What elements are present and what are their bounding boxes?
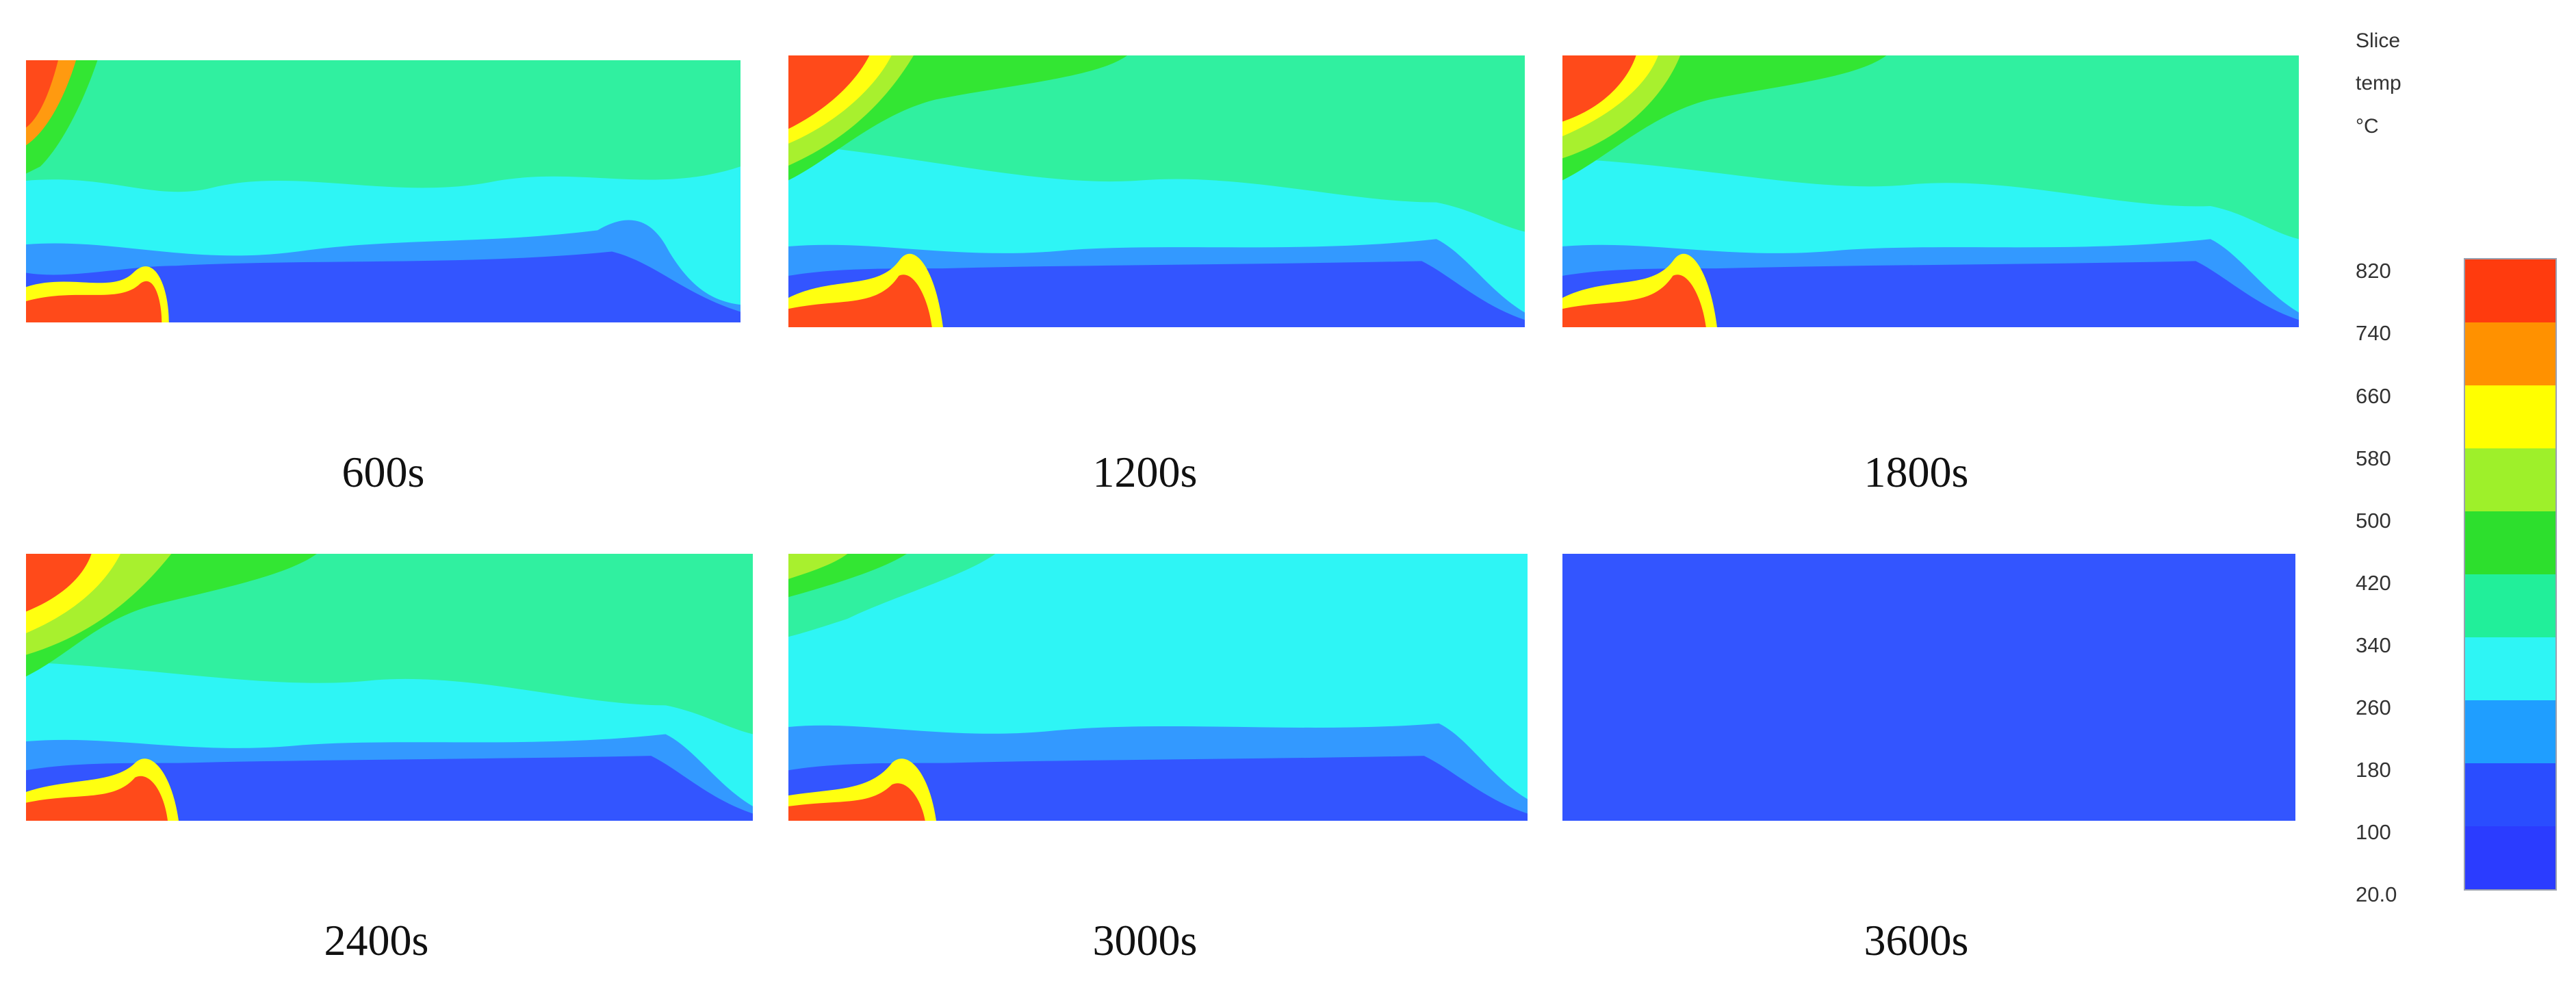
panel-label-2400s: 2400s	[324, 916, 429, 965]
colorbar-segment	[2465, 826, 2555, 889]
colorbar-segment	[2465, 700, 2555, 763]
legend-tick: 340	[2356, 633, 2391, 657]
legend-tick: 660	[2356, 384, 2391, 408]
panel-label-1800s: 1800s	[1864, 448, 1969, 496]
panel-label-600s: 600s	[342, 448, 425, 496]
legend-tick: 100	[2356, 820, 2391, 844]
slice-panel-1800s	[1562, 55, 2299, 327]
slice-panel-3600s	[1562, 554, 2295, 821]
colorbar-segment	[2465, 259, 2555, 322]
temperature-colorbar	[2464, 258, 2557, 891]
legend-tick: 580	[2356, 446, 2391, 470]
colorbar-segment	[2465, 637, 2555, 700]
colorbar-segment	[2465, 448, 2555, 511]
legend-tick: 260	[2356, 695, 2391, 719]
legend-tick: 20.0	[2356, 882, 2397, 906]
legend-title-slice: Slice	[2356, 29, 2401, 52]
colorbar-segment	[2465, 574, 2555, 637]
colorbar-segment	[2465, 763, 2555, 826]
panel-label-3000s: 3000s	[1092, 916, 1198, 965]
panel-label-3600s: 3600s	[1864, 916, 1969, 965]
slice-panel-2400s	[26, 554, 753, 821]
legend-title-temp: temp	[2356, 72, 2401, 94]
legend-tick: 500	[2356, 509, 2391, 533]
legend-tick: 420	[2356, 571, 2391, 595]
legend-tick: 820	[2356, 259, 2391, 283]
panel-label-1200s: 1200s	[1092, 448, 1198, 496]
legend-tick: 740	[2356, 321, 2391, 345]
slice-panel-3000s	[788, 554, 1528, 821]
colorbar-segment	[2465, 385, 2555, 448]
slice-panel-1200s	[788, 55, 1525, 327]
legend-unit: °C	[2356, 115, 2379, 138]
colorbar-segment	[2465, 322, 2555, 385]
colorbar-segment	[2465, 511, 2555, 574]
slice-panel-600s	[26, 60, 740, 322]
legend-tick: 180	[2356, 758, 2391, 782]
